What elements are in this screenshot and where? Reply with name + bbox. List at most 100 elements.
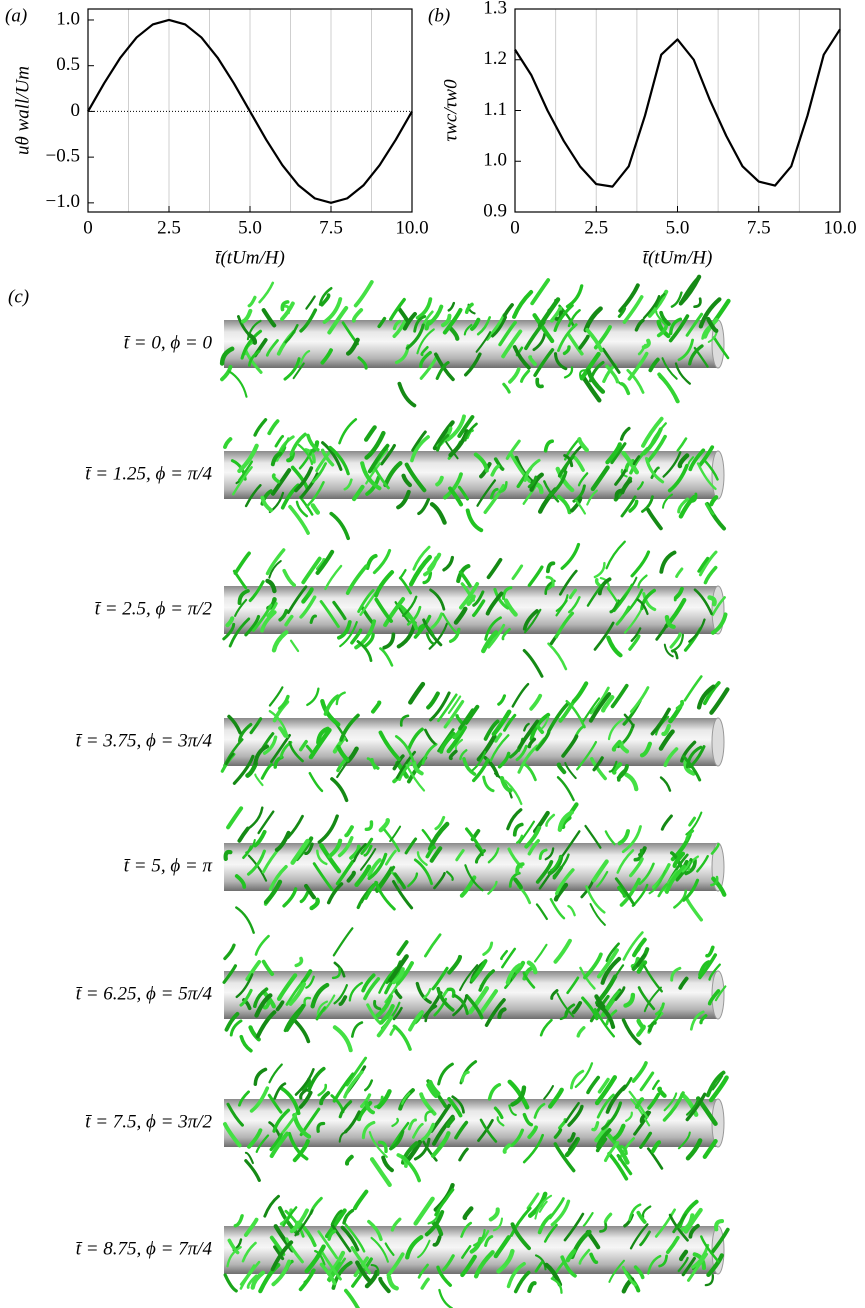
- vortex-structure: [449, 303, 454, 310]
- y-tick-label: −0.5: [46, 145, 80, 166]
- vortex-structure: [504, 384, 509, 392]
- vortex-structure: [346, 827, 352, 835]
- vortex-structure: [337, 693, 345, 705]
- vortex-structure: [307, 689, 318, 705]
- vortex-structure: [374, 551, 389, 573]
- vortex-structure: [229, 371, 246, 396]
- y-tick-label: 0.9: [483, 200, 507, 221]
- snapshot-label: t̄ = 5, ϕ = π: [124, 855, 213, 876]
- vortex-structure: [380, 649, 392, 666]
- vortex-structure: [225, 1275, 236, 1291]
- vortex-structure: [549, 644, 566, 669]
- vortex-structure: [280, 697, 288, 709]
- vortex-structure: [605, 1214, 610, 1222]
- panel-label: (b): [428, 5, 450, 26]
- vortex-structure: [631, 688, 648, 712]
- figure: (c) 02.55.07.510.0−1.0−0.500.51.0(a)t̄(t…: [0, 0, 865, 1308]
- vortex-structure: [502, 949, 515, 967]
- vortex-structure: [269, 421, 277, 433]
- snapshot: [224, 804, 724, 932]
- vortex-structure: [613, 686, 627, 707]
- y-axis-title: uθ wall/Um: [12, 66, 33, 155]
- vortex-structure: [501, 951, 507, 959]
- vortex-structure: [428, 694, 438, 708]
- vortex-structure: [505, 781, 521, 804]
- vortex-structure: [622, 384, 629, 394]
- snapshot: [222, 677, 727, 804]
- vortex-structure: [624, 1020, 640, 1044]
- vortex-structure: [352, 1023, 362, 1037]
- vortex-structure: [522, 371, 529, 381]
- y-tick-label: 1.0: [56, 8, 80, 29]
- vortex-structure: [366, 822, 371, 829]
- vortex-structure: [525, 764, 536, 780]
- vortex-structure: [390, 827, 400, 842]
- y-tick-label: −1.0: [46, 191, 80, 212]
- vortex-structure: [313, 505, 318, 512]
- y-tick-label: 1.0: [483, 150, 507, 171]
- vortex-structure: [622, 428, 630, 439]
- snapshot-label: t̄ = 3.75, ϕ = 3π/4: [76, 730, 213, 751]
- vortex-structure: [239, 829, 247, 841]
- vortex-structure: [568, 906, 574, 915]
- vortex-structure: [588, 1078, 598, 1093]
- snapshot-label: t̄ = 6.25, ϕ = 5π/4: [76, 983, 213, 1004]
- panel-label: (a): [5, 5, 27, 26]
- vortex-structure: [419, 500, 429, 514]
- vortex-structure: [678, 439, 686, 451]
- vortex-structure: [260, 283, 273, 302]
- vortex-structure: [491, 1209, 498, 1219]
- vortex-structure: [695, 299, 701, 307]
- vortex-structure: [578, 1028, 584, 1036]
- vortex-structure: [677, 569, 682, 577]
- vortex-structure: [537, 904, 547, 919]
- vortex-structure: [568, 286, 582, 307]
- x-tick-label: 7.5: [747, 217, 771, 238]
- vortex-structure: [236, 908, 253, 933]
- vortex-structure: [231, 1021, 241, 1035]
- vortex-structure: [551, 899, 564, 918]
- vortex-structure: [662, 816, 671, 829]
- vortex-structure: [468, 511, 482, 531]
- vortex-structure: [249, 297, 255, 305]
- vortex-structure: [422, 1279, 428, 1288]
- vortex-structure: [505, 305, 512, 316]
- vortex-structure: [335, 1027, 351, 1050]
- vortex-structure: [687, 899, 702, 920]
- snapshot: [224, 542, 726, 677]
- vortex-structure: [435, 422, 453, 448]
- vortex-structure: [319, 816, 337, 842]
- vortex-structure: [620, 831, 628, 843]
- vortex-structure: [255, 775, 262, 786]
- vortex-structure: [380, 1279, 388, 1291]
- vortex-structure: [659, 1089, 664, 1096]
- vortex-structure: [661, 553, 674, 572]
- vortex-structure: [346, 1291, 359, 1308]
- vortex-structure: [444, 558, 453, 570]
- vortex-structure: [241, 1037, 251, 1051]
- vortex-structure: [355, 1192, 366, 1208]
- vortex-structure: [685, 677, 701, 701]
- vortex-structure: [626, 775, 636, 789]
- vortex-structure: [235, 553, 249, 573]
- vortex-structure: [366, 427, 375, 439]
- vortex-structure: [638, 576, 646, 588]
- vortex-structure: [436, 1185, 453, 1210]
- vortex-structure: [365, 1081, 372, 1091]
- vortex-structure: [514, 292, 531, 317]
- vortex-structure: [556, 941, 570, 962]
- y-tick-label: 1.2: [483, 48, 507, 69]
- vortex-structure: [559, 497, 570, 513]
- vortex-structure: [595, 563, 605, 577]
- vortex-structure: [558, 777, 574, 800]
- vortex-structure: [641, 1073, 653, 1090]
- vortex-structure: [367, 556, 375, 568]
- vortex-structure: [312, 900, 318, 908]
- vortex-structure: [399, 384, 414, 406]
- vortex-structure: [325, 566, 341, 589]
- vortex-structure: [416, 1199, 433, 1224]
- vortex-structure: [439, 1064, 453, 1084]
- vortex-structure: [225, 945, 234, 958]
- x-axis-title: t̄(tUm/H): [643, 247, 713, 268]
- vortex-structure: [535, 945, 547, 962]
